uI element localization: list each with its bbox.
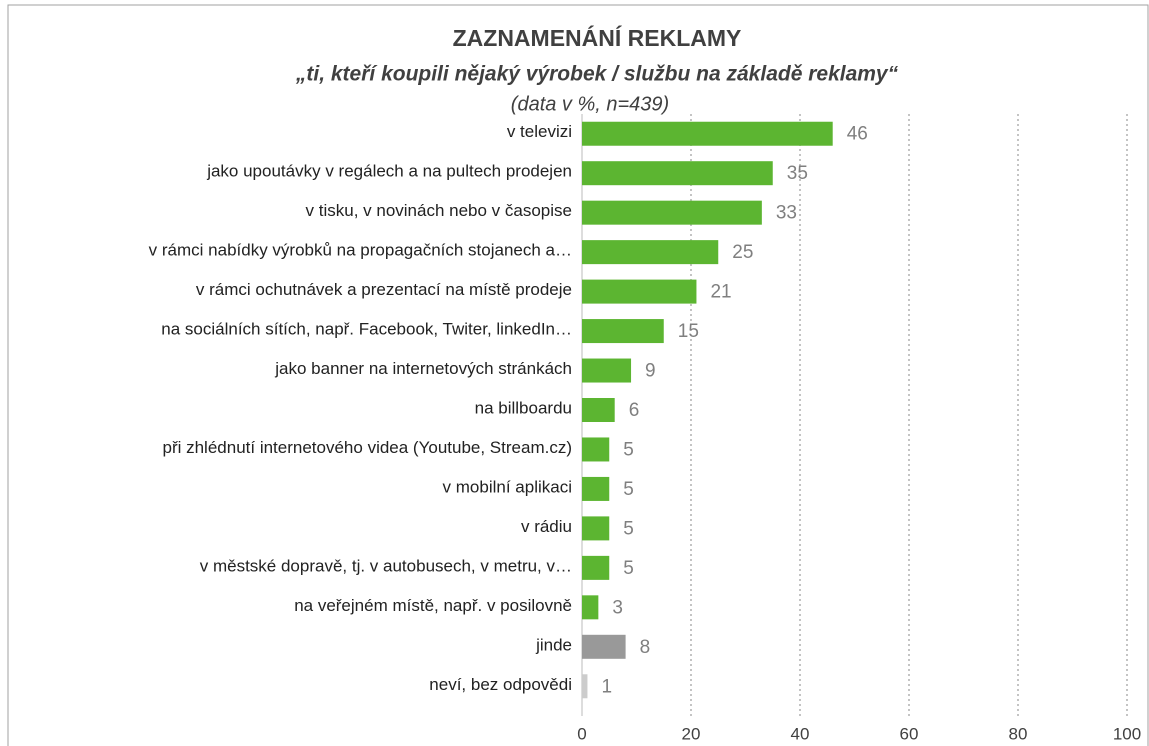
- value-label: 1: [601, 676, 612, 697]
- value-label: 8: [640, 637, 651, 658]
- value-label: 5: [623, 558, 634, 579]
- chart-note: (data v %, n=439): [511, 93, 669, 115]
- category-label: na billboardu: [475, 398, 572, 417]
- value-label: 35: [787, 163, 808, 184]
- x-tick-label: 0: [577, 724, 586, 743]
- bar: [582, 674, 588, 699]
- category-label: v rámci ochutnávek a prezentací na místě…: [196, 280, 572, 299]
- bar: [582, 121, 833, 146]
- category-label: v tisku, v novinách nebo v časopise: [306, 201, 572, 220]
- value-label: 46: [847, 124, 868, 145]
- chart-title: ZAZNAMENÁNÍ REKLAMY: [453, 24, 742, 51]
- chart-border: [7, 4, 1149, 746]
- category-label: jako banner na internetových stránkách: [274, 359, 572, 378]
- category-label: jako upoutávky v regálech a na pultech p…: [206, 162, 572, 181]
- value-label: 6: [629, 400, 640, 421]
- category-label: v televizi: [507, 122, 572, 141]
- bar: [582, 595, 599, 620]
- category-label: na veřejném místě, např. v posilovně: [294, 596, 572, 615]
- category-label: jinde: [535, 635, 572, 654]
- category-label: neví, bez odpovědi: [429, 675, 572, 694]
- bar: [582, 358, 632, 383]
- category-label: na sociálních sítích, např. Facebook, Tw…: [161, 320, 572, 339]
- value-label: 21: [710, 282, 731, 303]
- category-label: v městské dopravě, tj. v autobusech, v m…: [200, 556, 572, 575]
- category-label: v rádiu: [521, 517, 572, 536]
- value-label: 9: [645, 361, 656, 382]
- category-label: při zhlédnutí internetového videa (Youtu…: [162, 438, 572, 457]
- bar: [582, 437, 610, 462]
- chart-subtitle: „ti, kteří koupili nějaký výrobek / služ…: [295, 63, 899, 86]
- value-label: 15: [678, 321, 699, 342]
- bar: [582, 161, 773, 186]
- category-label: v mobilní aplikaci: [443, 477, 572, 496]
- bar: [582, 240, 719, 265]
- bar: [582, 634, 626, 659]
- bar: [582, 279, 697, 304]
- bar: [582, 200, 762, 225]
- bar: [582, 516, 610, 541]
- value-label: 5: [623, 518, 634, 539]
- x-tick-label: 100: [1113, 724, 1141, 743]
- category-label: v rámci nabídky výrobků na propagačních …: [149, 241, 572, 260]
- value-label: 5: [623, 439, 634, 460]
- value-label: 3: [612, 597, 623, 618]
- bar: [582, 476, 610, 501]
- value-label: 33: [776, 203, 797, 224]
- x-tick-label: 60: [900, 724, 919, 743]
- x-tick-label: 20: [682, 724, 701, 743]
- bar: [582, 555, 610, 580]
- bar: [582, 398, 615, 422]
- x-tick-label: 40: [791, 724, 810, 743]
- value-label: 25: [732, 242, 753, 263]
- value-label: 5: [623, 479, 634, 500]
- x-tick-label: 80: [1009, 724, 1028, 743]
- bar: [582, 319, 664, 344]
